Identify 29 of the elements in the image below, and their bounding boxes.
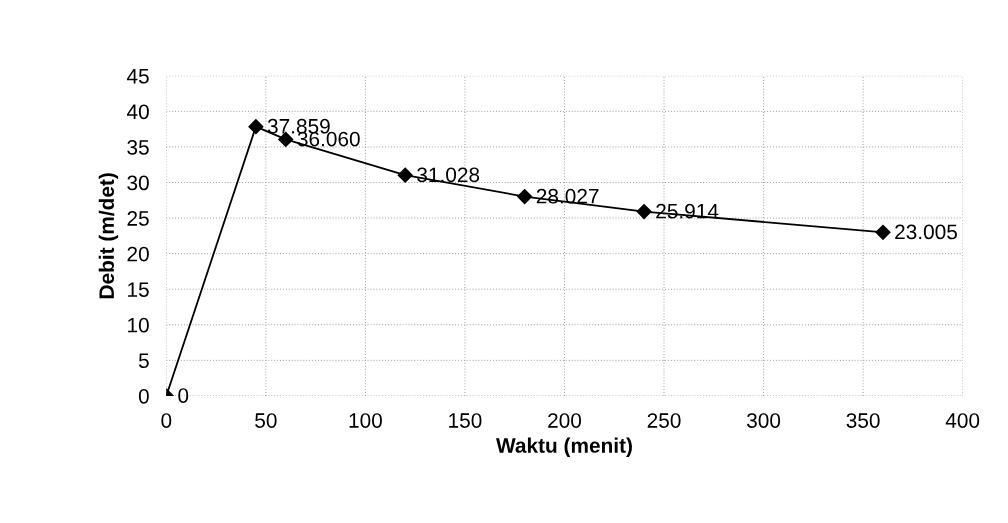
y-tick-label: 25 [127, 211, 149, 226]
y-tick-label: 10 [128, 317, 149, 333]
x-tick-label: 300 [746, 413, 781, 428]
point [517, 188, 533, 205]
point [397, 167, 413, 183]
y-axis-title: Debit (m/det) [98, 173, 119, 299]
y-tick-label: 0 [138, 388, 149, 404]
data-label: 0 [178, 388, 189, 403]
y-tick-label: 15 [128, 282, 149, 297]
x-axis-title: Waktu (menit) [496, 437, 632, 457]
x-tick-label: 50 [255, 413, 277, 428]
y-tick-label: 5 [138, 353, 149, 369]
y-tick-label: 30 [127, 175, 149, 191]
y-tick-label: 35 [127, 139, 149, 155]
x-tick-label: 200 [548, 413, 582, 428]
x-tick-label: 350 [846, 413, 880, 428]
data-label: 31.028 [417, 167, 480, 183]
x-tick-label: 400 [945, 413, 980, 428]
y-tick-label: 45 [126, 69, 149, 84]
y-tick-label: 40 [126, 104, 149, 120]
point [875, 224, 891, 240]
x-tick-label: 150 [449, 413, 482, 428]
x-tick-label: 0 [161, 413, 172, 428]
point [636, 204, 652, 220]
data-label: 23.005 [895, 224, 957, 240]
point [248, 119, 264, 135]
x-tick-label: 100 [349, 413, 382, 428]
x-tick-label: 250 [647, 413, 681, 428]
y-tick-label: 20 [127, 246, 149, 262]
